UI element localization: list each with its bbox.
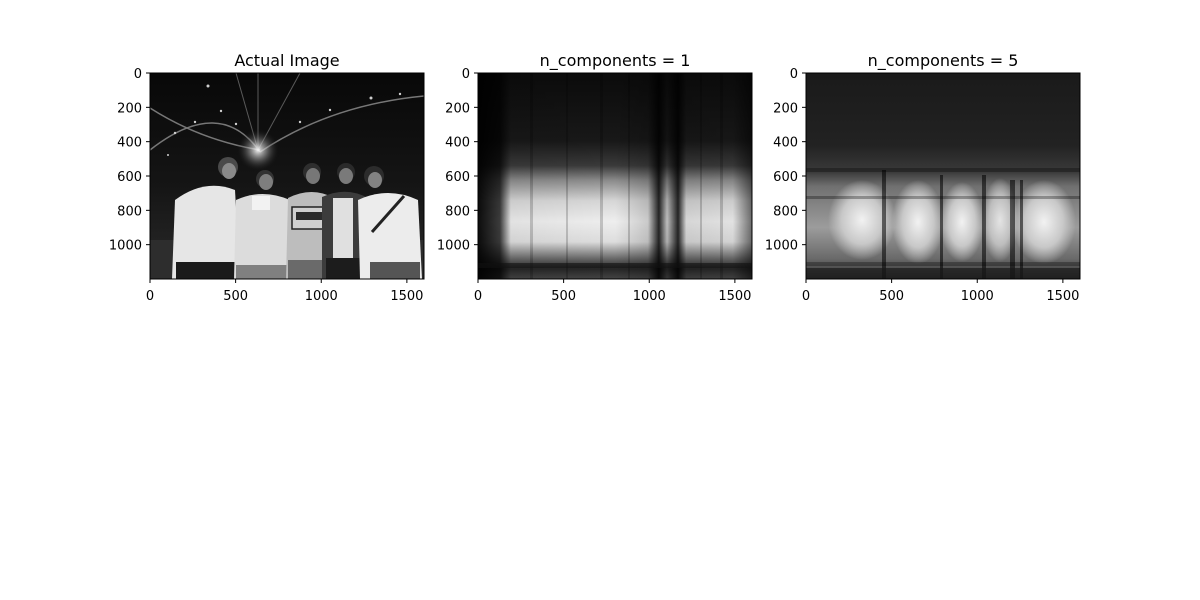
y-tick-label: 600 <box>773 170 798 185</box>
y-tick-label: 400 <box>773 136 798 151</box>
x-ticks: 0 500 1000 1500 <box>146 279 423 304</box>
x-tick-label: 1500 <box>390 289 423 304</box>
panel-n-components-5: n_components = 5 0 500 1000 1500 <box>765 51 1081 304</box>
x-tick-label: 500 <box>879 289 904 304</box>
x-ticks: 0 500 1000 1500 <box>474 279 751 304</box>
x-tick-label: 0 <box>474 289 482 304</box>
y-tick-label: 600 <box>445 170 470 185</box>
person-2 <box>234 170 292 279</box>
y-ticks: 0 200 400 600 800 1000 <box>437 67 478 254</box>
y-tick-label: 0 <box>134 67 142 82</box>
person-1 <box>172 157 240 279</box>
y-ticks: 0 200 400 600 800 1000 <box>109 67 150 254</box>
y-tick-label: 800 <box>117 204 142 219</box>
y-tick-label: 400 <box>117 136 142 151</box>
y-tick-label: 200 <box>117 101 142 116</box>
panel-title: n_components = 1 <box>540 51 691 71</box>
y-tick-label: 400 <box>445 136 470 151</box>
x-tick-label: 1000 <box>961 289 994 304</box>
y-tick-label: 200 <box>773 101 798 116</box>
image-raster <box>478 73 752 279</box>
panel-title: n_components = 5 <box>868 51 1019 71</box>
x-tick-label: 500 <box>223 289 248 304</box>
image-raster <box>806 73 1080 279</box>
y-tick-label: 800 <box>773 204 798 219</box>
x-tick-label: 1500 <box>718 289 751 304</box>
y-tick-label: 0 <box>790 67 798 82</box>
y-tick-label: 1000 <box>765 239 798 254</box>
y-tick-label: 1000 <box>437 239 470 254</box>
person-5 <box>358 166 422 279</box>
x-ticks: 0 500 1000 1500 <box>802 279 1079 304</box>
y-tick-label: 0 <box>462 67 470 82</box>
y-ticks: 0 200 400 600 800 1000 <box>765 67 806 254</box>
x-tick-label: 1000 <box>633 289 666 304</box>
y-tick-label: 800 <box>445 204 470 219</box>
x-tick-label: 1500 <box>1046 289 1079 304</box>
y-tick-label: 600 <box>117 170 142 185</box>
person-4 <box>322 163 368 279</box>
panel-n-components-1: n_components = 1 0 500 1000 1500 0 200 400 600… <box>437 51 753 304</box>
y-tick-label: 200 <box>445 101 470 116</box>
x-tick-label: 0 <box>146 289 154 304</box>
panel-title: Actual Image <box>234 51 339 70</box>
y-tick-label: 1000 <box>109 239 142 254</box>
panel-actual-image: Actual Image <box>109 51 425 304</box>
x-tick-label: 0 <box>802 289 810 304</box>
x-tick-label: 500 <box>551 289 576 304</box>
x-tick-label: 1000 <box>305 289 338 304</box>
image-raster <box>150 73 424 279</box>
